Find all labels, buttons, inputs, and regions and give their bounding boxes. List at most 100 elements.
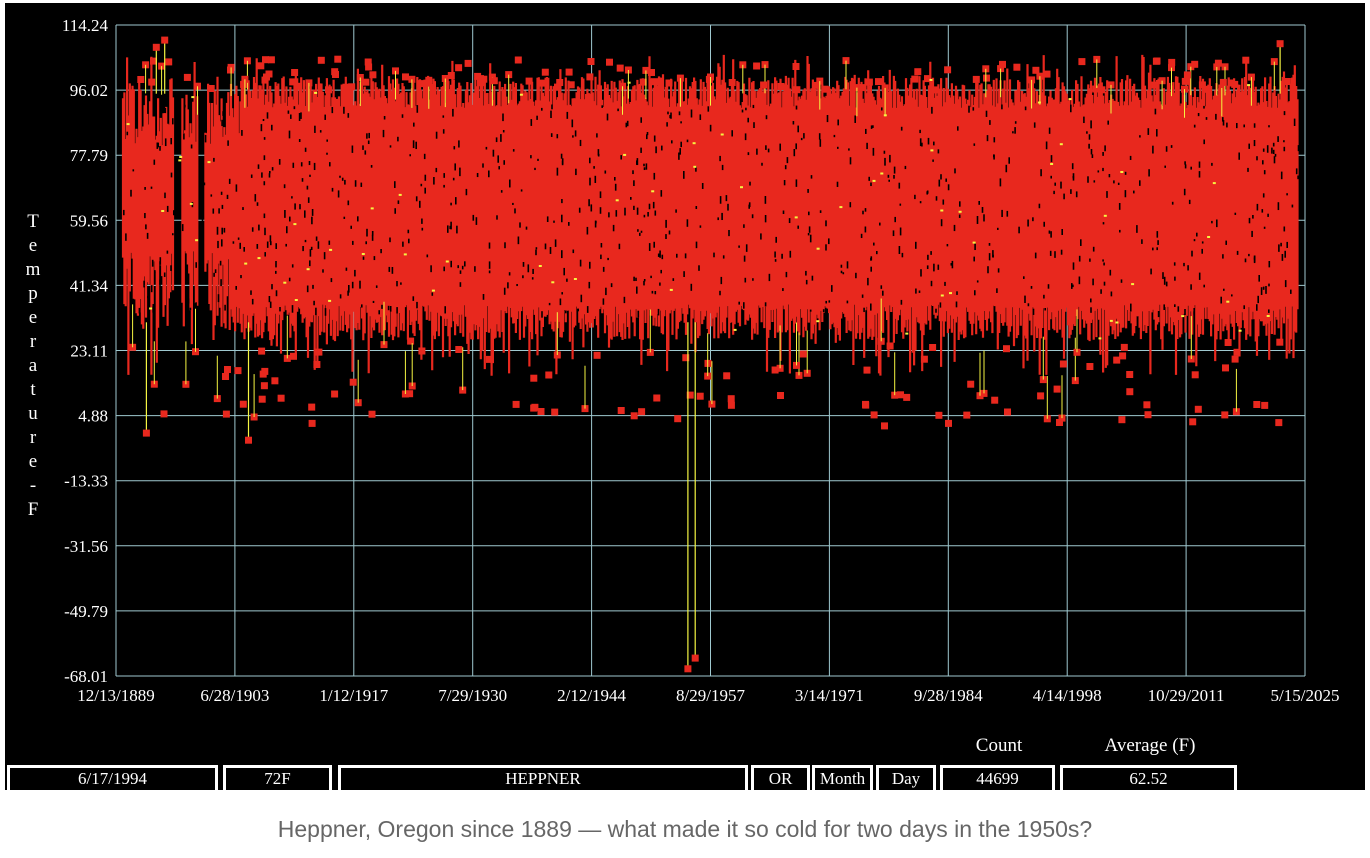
band-gap <box>686 139 689 143</box>
band-gap <box>435 167 438 173</box>
extreme-point <box>777 83 785 90</box>
extreme-point <box>1242 56 1250 64</box>
band-gap <box>572 135 574 138</box>
state-field[interactable]: OR <box>751 765 810 793</box>
band-gap <box>534 167 536 171</box>
band-gap <box>919 129 921 134</box>
band-gap <box>452 177 455 181</box>
extreme-point <box>691 654 699 662</box>
band-gap <box>1201 241 1204 244</box>
band-gap <box>684 253 687 259</box>
band-gap <box>292 162 295 168</box>
band-gap <box>288 130 291 139</box>
band-gap <box>170 265 172 271</box>
extreme-point <box>944 66 952 74</box>
extreme-point <box>245 436 252 444</box>
highlight-speck <box>293 223 297 226</box>
extreme-point <box>617 407 625 414</box>
band-gap <box>474 266 476 272</box>
highlight-speck <box>361 253 365 255</box>
band-gap <box>957 126 959 131</box>
band-gap <box>461 265 464 270</box>
extreme-point <box>257 62 265 70</box>
band-gap <box>648 203 651 210</box>
band-gap <box>1165 146 1168 152</box>
band-gap <box>326 139 328 142</box>
extreme-point <box>402 73 409 81</box>
temperature-field[interactable]: 72F <box>223 765 332 793</box>
band-gap <box>1106 191 1108 198</box>
extreme-point <box>1275 419 1283 427</box>
band-gap <box>391 267 394 274</box>
band-gap <box>459 170 461 177</box>
band-gap <box>1027 303 1030 307</box>
band-gap <box>1295 168 1298 175</box>
band-gap <box>153 159 156 165</box>
band-gap <box>1072 176 1075 179</box>
extreme-point <box>291 69 299 76</box>
band-gap <box>1001 104 1003 110</box>
extreme-point <box>234 367 242 375</box>
band-gap <box>232 241 235 244</box>
band-gap <box>956 291 958 295</box>
band-gap <box>999 178 1002 187</box>
band-gap <box>808 226 811 233</box>
band-gap <box>227 140 229 146</box>
extreme-point <box>593 351 601 359</box>
extreme-point <box>639 78 647 86</box>
band-gap <box>159 257 162 265</box>
band-gap <box>1053 190 1055 195</box>
extreme-point <box>1203 85 1211 93</box>
extreme-point <box>920 355 928 363</box>
highlight-speck <box>816 247 820 250</box>
month-button[interactable]: Month <box>812 765 873 793</box>
band-gap <box>898 182 901 189</box>
extreme-point <box>538 79 546 87</box>
band-gap <box>626 120 629 127</box>
x-tick-label: 6/28/1903 <box>200 686 269 705</box>
band-gap <box>561 250 563 259</box>
band-gap <box>819 139 822 147</box>
band-gap <box>1045 141 1048 150</box>
band-gap <box>608 212 610 218</box>
band-gap <box>130 189 132 197</box>
highlight-speck <box>1247 84 1251 87</box>
band-gap <box>279 307 281 312</box>
band-gap <box>690 109 693 118</box>
y-tick-label: 96.02 <box>70 81 108 100</box>
y-axis-label-char: t <box>30 379 36 400</box>
extreme-point <box>1183 71 1191 79</box>
band-gap <box>899 227 902 236</box>
extreme-point <box>1113 356 1121 364</box>
date-field[interactable]: 6/17/1994 <box>7 765 218 793</box>
band-gap <box>309 260 311 267</box>
extreme-point <box>1126 371 1134 378</box>
band-gap <box>593 166 595 169</box>
band-gap <box>1107 120 1109 125</box>
band-gap <box>1089 258 1091 262</box>
band-gap <box>597 149 600 156</box>
band-gap <box>1284 250 1286 258</box>
band-gap <box>1272 149 1275 155</box>
extreme-point <box>308 403 316 411</box>
station-field[interactable]: HEPPNER <box>338 765 748 793</box>
band-gap <box>983 214 985 222</box>
band-gap <box>973 256 975 262</box>
y-axis-label-char: p <box>28 283 38 304</box>
band-gap <box>442 115 445 118</box>
band-gap <box>870 182 872 187</box>
band-gap <box>298 139 301 143</box>
band-gap <box>226 194 229 200</box>
highlight-speck <box>940 209 944 212</box>
band-gap <box>683 171 685 179</box>
highlight-speck <box>1120 171 1124 173</box>
day-button[interactable]: Day <box>876 765 936 793</box>
extreme-point <box>821 85 829 93</box>
band-gap <box>942 199 945 205</box>
band-gap <box>636 286 638 294</box>
band-gap <box>918 290 921 293</box>
extreme-point <box>1276 338 1284 346</box>
band-gap <box>643 167 646 171</box>
extreme-point <box>369 71 377 79</box>
extreme-point <box>290 352 297 360</box>
